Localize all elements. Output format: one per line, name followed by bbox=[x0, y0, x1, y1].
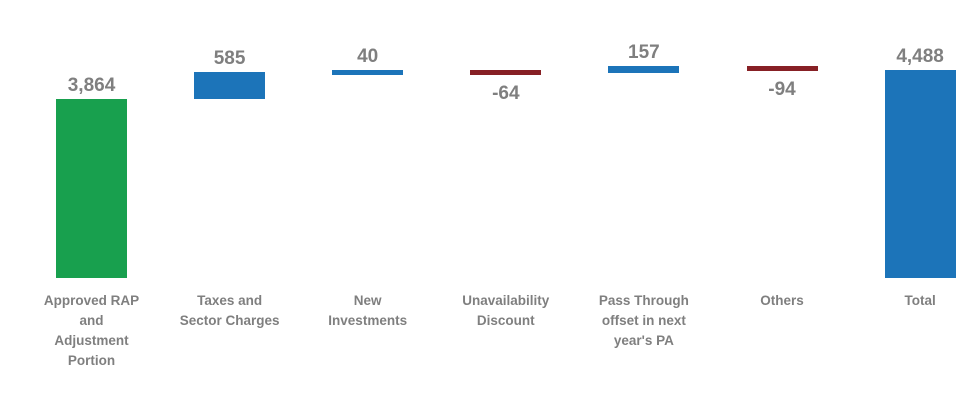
value-label-total: 4,488 bbox=[896, 46, 944, 67]
value-label-taxes-and-sector-charges: 585 bbox=[213, 47, 246, 69]
category-label-line: Taxes and bbox=[197, 293, 263, 308]
bar-new-investments bbox=[332, 69, 404, 75]
bar-pass-through-offset-in-next-year-s-pa bbox=[608, 65, 680, 73]
bar-approved-rap-and-adjustment-portion bbox=[56, 98, 127, 278]
category-label-line: Others bbox=[760, 293, 804, 308]
value-label-new-investments: 40 bbox=[357, 45, 379, 67]
bar-taxes-and-sector-charges bbox=[194, 71, 266, 99]
category-label-line: year's PA bbox=[613, 333, 674, 348]
category-label-total: Total bbox=[845, 291, 979, 311]
category-label-line: Sector Charges bbox=[179, 313, 280, 328]
value-label-pass-through-offset-in-next-year-s-pa: 157 bbox=[628, 41, 660, 63]
category-label-line: Discount bbox=[476, 313, 535, 328]
category-label-approved-rap-and-adjustment-portion: Approved RAP and Adjustment Portion bbox=[17, 291, 167, 371]
category-label-line: offset in next bbox=[601, 313, 686, 328]
bar-total bbox=[884, 70, 956, 278]
category-label-line: New bbox=[353, 293, 382, 308]
value-label-approved-rap-and-adjustment-portion: 3,864 bbox=[67, 74, 116, 96]
bar-others bbox=[746, 65, 818, 71]
category-label-pass-through-offset-in-next-year-s-pa: Pass Through offset in next year's PA bbox=[569, 291, 719, 351]
value-label-others: -94 bbox=[768, 78, 796, 100]
category-label-line: Approved RAP bbox=[43, 293, 140, 308]
category-label-line: Unavailability bbox=[462, 293, 550, 308]
category-label-line: Total bbox=[904, 293, 936, 308]
category-label-others: Others bbox=[707, 291, 857, 311]
category-label-taxes-and-sector-charges: Taxes and Sector Charges bbox=[155, 291, 305, 331]
category-label-unavailability-discount: Unavailability Discount bbox=[431, 291, 581, 331]
category-label-line: Adjustment bbox=[54, 333, 129, 348]
bar-unavailability-discount bbox=[470, 69, 542, 75]
value-label-unavailability-discount: -64 bbox=[492, 82, 520, 104]
category-label-line: and bbox=[79, 313, 104, 328]
category-label-line: Investments bbox=[328, 313, 408, 328]
category-label-line: Portion bbox=[67, 353, 116, 368]
category-label-line: Pass Through bbox=[598, 293, 689, 308]
category-label-new-investments: New Investments bbox=[293, 291, 443, 331]
